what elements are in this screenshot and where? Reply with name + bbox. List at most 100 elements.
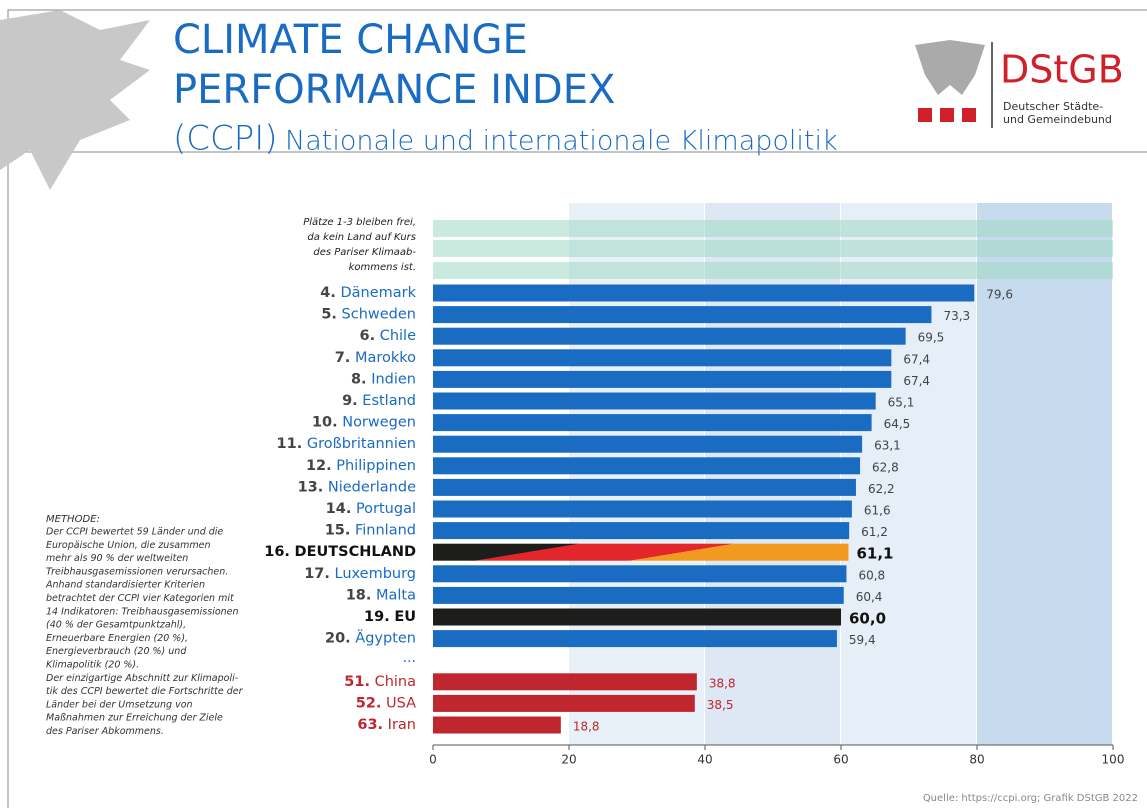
logo-text: und Gemeindebund — [1003, 113, 1112, 126]
break-label: ... — [403, 650, 416, 666]
x-tick-label: 0 — [429, 753, 437, 767]
rank: 5. — [321, 307, 337, 323]
country: Marokko — [355, 350, 416, 366]
value-label: 61,6 — [864, 504, 891, 518]
country: Iran — [388, 717, 416, 733]
country: USA — [386, 695, 416, 711]
category-label: 52. USA — [356, 695, 416, 711]
category-label: 13. Niederlande — [298, 479, 416, 495]
value-label: 38,5 — [707, 698, 734, 712]
logo-name: DStGB — [1000, 48, 1124, 92]
country: Indien — [371, 371, 416, 387]
rank: 18. — [346, 587, 372, 603]
x-tick-label: 80 — [969, 753, 984, 767]
value-label: 61,2 — [861, 525, 888, 539]
method-line: Europäische Union, die zusammen — [46, 540, 210, 551]
country: DEUTSCHLAND — [295, 544, 416, 560]
bar — [433, 479, 856, 496]
category-label: 12. Philippinen — [306, 458, 416, 474]
bar — [433, 285, 974, 302]
category-label: 14. Portugal — [326, 501, 416, 517]
rank: 15. — [325, 523, 351, 539]
category-label: 51. China — [344, 674, 416, 690]
country: Luxemburg — [335, 566, 417, 582]
category-label: 10. Norwegen — [312, 415, 416, 431]
category-label: 8. Indien — [351, 371, 416, 387]
placeholder-bar — [433, 220, 1113, 237]
value-label: 73,3 — [943, 309, 970, 323]
bar — [433, 673, 697, 690]
category-label: 16. DEUTSCHLAND — [264, 544, 416, 560]
method-line: 14 Indikatoren: Treibhausgasemissionen — [46, 606, 239, 617]
bar — [433, 349, 891, 366]
value-label: 64,5 — [884, 417, 911, 431]
title-line: PERFORMANCE INDEX — [173, 67, 615, 113]
bar — [433, 544, 848, 561]
country: Portugal — [356, 501, 416, 517]
value-label: 18,8 — [573, 720, 600, 734]
bar — [433, 436, 862, 453]
category-label: 20. Ägypten — [325, 629, 416, 647]
value-label: 79,6 — [986, 288, 1013, 302]
placeholder-bar — [433, 262, 1113, 279]
rank: 14. — [326, 501, 352, 517]
subtitle: Nationale und internationale Klimapoliti… — [285, 126, 838, 157]
bar — [433, 371, 891, 388]
category-label: 9. Estland — [342, 393, 416, 409]
bar — [433, 695, 695, 712]
rank: 52. — [356, 695, 382, 711]
method-title: METHODE: — [46, 514, 100, 525]
value-label: 63,1 — [874, 439, 901, 453]
value-label: 60,0 — [849, 610, 886, 628]
bar — [433, 501, 852, 518]
background-band — [977, 203, 1112, 745]
country: Finnland — [355, 523, 416, 539]
rank: 10. — [312, 415, 338, 431]
country: Dänemark — [340, 285, 416, 301]
value-label: 65,1 — [888, 396, 915, 410]
rank: 7. — [335, 350, 351, 366]
bar — [433, 609, 841, 626]
bar — [433, 630, 837, 647]
country: Philippinen — [336, 458, 416, 474]
method-line: Anhand standardisierter Kriterien — [45, 580, 205, 591]
bar — [433, 522, 849, 539]
x-tick-label: 20 — [561, 753, 576, 767]
x-tick-label: 40 — [697, 753, 712, 767]
placeholder-bar — [433, 240, 1113, 257]
value-label: 38,8 — [709, 676, 736, 690]
category-label: 17. Luxemburg — [304, 566, 416, 582]
method-line: Länder bei der Umsetzung von — [46, 699, 193, 710]
rank: 9. — [342, 393, 358, 409]
value-label: 61,1 — [856, 545, 893, 563]
category-label: 7. Marokko — [335, 350, 416, 366]
bar — [433, 393, 876, 410]
method-line: Maßnahmen zur Erreichung der Ziele — [46, 713, 223, 724]
country: EU — [394, 609, 416, 625]
method-line: Erneuerbare Energien (20 %), — [46, 633, 188, 644]
method-line: Klimapolitik (20 %). — [46, 660, 139, 671]
rank: 16. — [264, 544, 290, 560]
category-label: 19. EU — [364, 609, 416, 625]
category-label: 4. Dänemark — [320, 285, 416, 301]
value-label: 67,4 — [903, 374, 930, 388]
bar — [433, 565, 846, 582]
country: Schweden — [342, 307, 416, 323]
rank: 13. — [298, 479, 324, 495]
category-label: 63. Iran — [357, 717, 416, 733]
bar — [433, 414, 872, 431]
method-line: Der CCPI bewertet 59 Länder und die — [46, 527, 223, 538]
bar — [433, 717, 561, 734]
rank: 6. — [359, 328, 375, 344]
source: Quelle: https://ccpi.org; Grafik DStGB 2… — [923, 793, 1138, 804]
category-label: 5. Schweden — [321, 307, 416, 323]
bar — [433, 328, 906, 345]
country: Niederlande — [328, 479, 416, 495]
placeholder-note: Plätze 1-3 bleiben frei, — [303, 217, 416, 228]
bar — [433, 587, 844, 604]
logo: DStGB Deutscher Städte- und Gemeindebund — [915, 40, 1124, 128]
value-label: 60,4 — [856, 590, 883, 604]
subtitle-abbr: (CCPI) — [173, 119, 278, 159]
rank: 4. — [320, 285, 336, 301]
method-line: betrachtet der CCPI vier Kategorien mit — [46, 593, 235, 604]
